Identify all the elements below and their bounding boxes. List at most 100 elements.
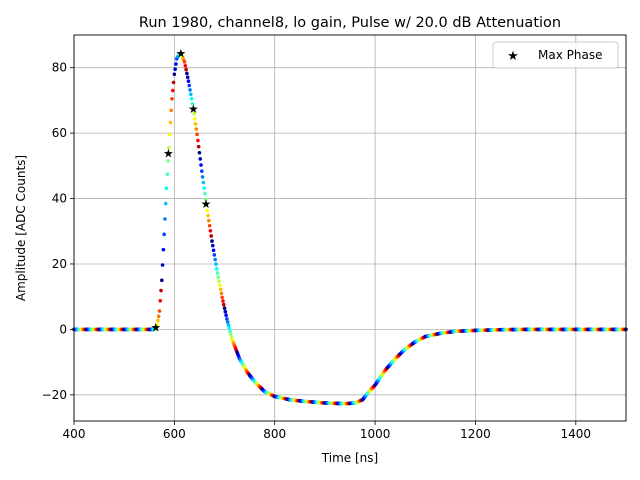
y-tick-label: 60 [52, 126, 67, 140]
pulse-sample-point [197, 150, 202, 155]
pulse-sample-point [160, 263, 165, 267]
pulse-sample-point [201, 180, 206, 185]
grid [73, 35, 626, 421]
max-phase-star: ★ [150, 320, 161, 334]
pulse-sample-point [196, 144, 201, 149]
y-tick-label: 80 [52, 61, 67, 75]
chart-title: Run 1980, channel8, lo gain, Pulse w/ 20… [139, 15, 561, 31]
pulse-sample-point [184, 67, 188, 72]
pulse-sample-point [157, 309, 162, 313]
pulse-sample-point [207, 223, 212, 228]
max-phase-star: ★ [176, 46, 187, 60]
pulse-sample-point [189, 92, 193, 97]
legend-star-icon: ★ [507, 49, 519, 64]
pulse-sample-point [171, 80, 176, 85]
pulse-sample-point [208, 229, 213, 233]
pulse-sample-point [163, 201, 168, 206]
pulse-sample-point [218, 283, 222, 288]
pulse-sample-point [173, 67, 177, 71]
pulse-sample-point [182, 60, 187, 64]
pulse-sample-point [164, 186, 169, 191]
max-phase-star: ★ [163, 146, 174, 160]
pulse-sample-point [210, 243, 215, 248]
x-tick-label: 400 [63, 427, 86, 441]
pulse-sample-point [169, 108, 174, 113]
pulse-sample-point [167, 132, 172, 137]
x-tick-label: 1000 [360, 427, 391, 441]
pulse-sample-point [204, 203, 209, 207]
pulse-sample-point [214, 266, 219, 271]
pulse-sample-point [225, 317, 229, 321]
pulse-sample-point [202, 186, 206, 190]
y-axis-label: Amplitude [ADC Counts] [14, 155, 28, 301]
pulse-sample-point [200, 175, 205, 179]
pulse-sample-point [172, 72, 177, 77]
pulse-sample-point [160, 278, 164, 283]
pulse-sample-point [194, 127, 199, 131]
pulse-sample-point [216, 275, 221, 279]
max-phase-markers: ★ ★ ★ ★ ★ [150, 46, 211, 334]
pulse-sample-point [159, 288, 163, 293]
pulse-sample-point [156, 318, 160, 323]
pulse-sample-point [219, 291, 224, 296]
pulse-sample-point [171, 88, 175, 93]
pulse-sample-point [183, 63, 188, 68]
pulse-sample-point [209, 234, 214, 238]
pulse-sample-point [189, 96, 194, 101]
axis-ticks: 400 600 800 1000 1200 1400 −20 0 20 40 60 80 [42, 61, 591, 441]
pulse-sample-point [185, 71, 189, 76]
pulse-sample-point [214, 262, 218, 266]
pulse-sample-point [210, 239, 214, 243]
pulse-sample-point [206, 213, 210, 218]
pulse-sample-point [170, 96, 174, 101]
pulse-sample-point [161, 247, 166, 252]
pulse-sample-point [212, 253, 217, 257]
data-points [72, 51, 628, 406]
legend: ★ Max Phase [492, 41, 619, 69]
pulse-sample-point [191, 106, 195, 111]
pulse-sample-point [228, 329, 232, 334]
pulse-sample-point [207, 218, 211, 223]
axes-frame [73, 34, 627, 422]
pulse-sample-point [156, 314, 161, 319]
x-tick-label: 1400 [561, 427, 592, 441]
pulse-sample-point [195, 132, 199, 137]
pulse-sample-point [186, 79, 191, 83]
pulse-sample-point [224, 313, 228, 318]
pulse-sample-point [222, 306, 227, 310]
pulse-sample-point [163, 217, 167, 221]
pulse-sample-point [213, 257, 217, 262]
x-axis-label: Time [ns] [321, 451, 378, 465]
pulse-sample-point [203, 191, 207, 196]
pulse-sample-point [168, 120, 173, 125]
pulse-sample-point [198, 157, 203, 161]
y-tick-label: 40 [52, 192, 67, 206]
x-tick-label: 800 [263, 427, 286, 441]
pulse-sample-point [211, 248, 216, 253]
pulse-sample-point [174, 62, 178, 66]
pulse-sample-point [193, 122, 198, 126]
legend-label: Max Phase [538, 48, 602, 62]
pulse-sample-point [229, 332, 233, 337]
y-tick-label: 20 [52, 257, 67, 271]
pulse-sample-point [217, 279, 221, 283]
pulse-sample-point [188, 88, 192, 92]
pulse-sample-point [167, 145, 171, 150]
legend-box [492, 41, 619, 69]
pulse-sample-point [190, 101, 195, 106]
pulse-sample-point [221, 299, 225, 303]
pulse-sample-point [218, 287, 223, 292]
pulse-sample-point [187, 83, 192, 88]
pulse-sample-point [203, 197, 208, 202]
pulse-sample-point [192, 111, 196, 116]
pulse-sample-point [200, 169, 204, 173]
y-tick-label: −20 [42, 388, 67, 402]
pulse-sample-point [158, 298, 163, 303]
pulse-sample-point [199, 163, 203, 167]
pulse-sample-point [220, 295, 224, 300]
pulse-sample-point [155, 322, 159, 327]
max-phase-star: ★ [201, 197, 212, 211]
pulse-sample-point [227, 326, 232, 330]
